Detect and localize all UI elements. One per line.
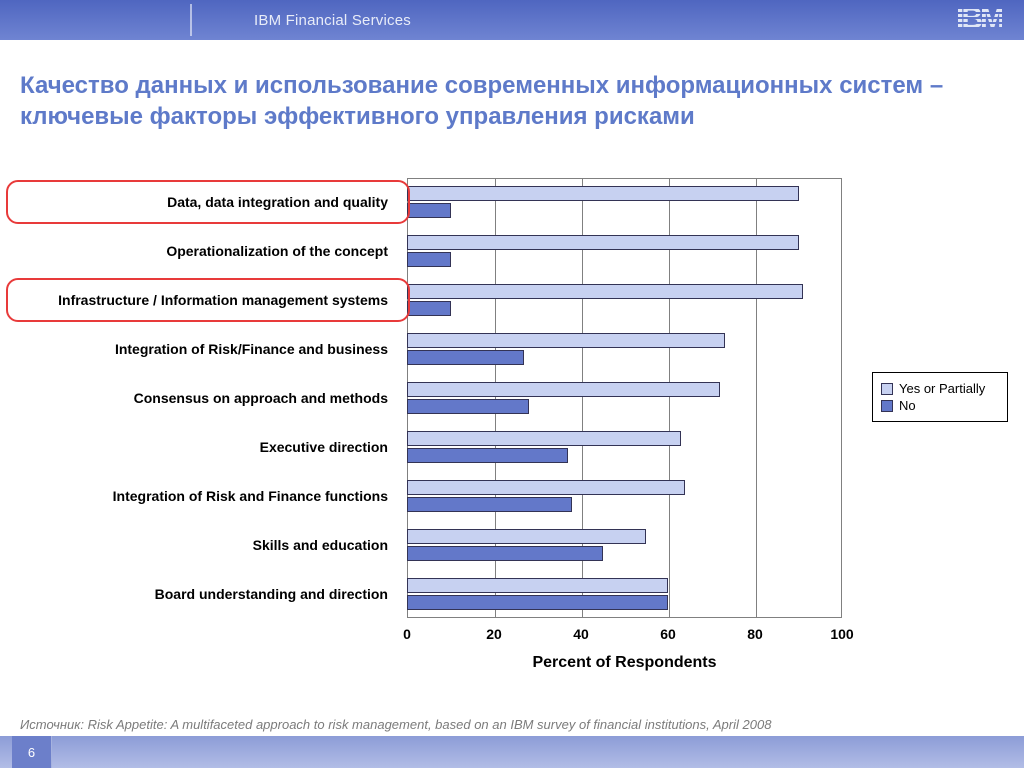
bar-no: [407, 448, 568, 463]
bar-yes: [407, 480, 685, 495]
bar-yes: [407, 431, 681, 446]
category-label: Board understanding and direction: [2, 569, 398, 618]
x-tick-label: 0: [403, 626, 411, 642]
bar-yes: [407, 284, 803, 299]
legend-swatch-yes: [881, 383, 893, 395]
bar-no: [407, 301, 451, 316]
category-row: Infrastructure / Information management …: [2, 276, 407, 325]
bar-yes: [407, 382, 720, 397]
x-tick-label: 20: [486, 626, 502, 642]
category-label: Consensus on approach and methods: [2, 374, 398, 423]
category-row: Integration of Risk/Finance and business: [2, 325, 407, 374]
category-label: Integration of Risk and Finance function…: [2, 471, 398, 520]
bar-no: [407, 350, 524, 365]
legend-item-yes: Yes or Partially: [881, 381, 999, 396]
category-row: Operationalization of the concept: [2, 227, 407, 276]
top-bar: IBM Financial Services IBM: [0, 0, 1024, 40]
x-axis-title: Percent of Respondents: [407, 654, 842, 672]
legend: Yes or Partially No: [872, 372, 1008, 422]
topbar-divider: [190, 4, 192, 36]
legend-swatch-no: [881, 400, 893, 412]
bar-yes: [407, 186, 799, 201]
category-row: Skills and education: [2, 520, 407, 569]
category-label: Operationalization of the concept: [2, 227, 398, 276]
brand-area-title: IBM Financial Services: [254, 12, 411, 29]
bar-no: [407, 595, 668, 610]
bar-no: [407, 399, 529, 414]
bar-no: [407, 497, 572, 512]
bar-yes: [407, 235, 799, 250]
legend-label-no: No: [899, 398, 916, 413]
bar-yes: [407, 529, 646, 544]
category-row: Integration of Risk and Finance function…: [2, 471, 407, 520]
legend-item-no: No: [881, 398, 999, 413]
x-tick-label: 40: [573, 626, 589, 642]
legend-label-yes: Yes or Partially: [899, 381, 985, 396]
category-row: Data, data integration and quality: [2, 178, 407, 227]
category-row: Board understanding and direction: [2, 569, 407, 618]
survey-bar-chart: Percent of Respondents Yes or Partially …: [2, 168, 1022, 688]
footer-strip: 6: [0, 736, 1024, 768]
bar-yes: [407, 333, 725, 348]
category-label: Skills and education: [2, 520, 398, 569]
x-tick-label: 100: [830, 626, 853, 642]
ibm-logo: IBM: [956, 4, 1002, 34]
bar-no: [407, 546, 603, 561]
page-number: 6: [12, 736, 52, 768]
bar-no: [407, 203, 451, 218]
x-tick-label: 80: [747, 626, 763, 642]
category-label: Data, data integration and quality: [2, 178, 398, 227]
bar-no: [407, 252, 451, 267]
category-row: Consensus on approach and methods: [2, 374, 407, 423]
page-title: Качество данных и использование современ…: [20, 70, 1004, 132]
x-tick-label: 60: [660, 626, 676, 642]
category-label: Executive direction: [2, 422, 398, 471]
category-label: Integration of Risk/Finance and business: [2, 325, 398, 374]
source-citation: Источник: Risk Appetite: A multifaceted …: [20, 717, 1004, 732]
category-label: Infrastructure / Information management …: [2, 276, 398, 325]
category-row: Executive direction: [2, 422, 407, 471]
bar-yes: [407, 578, 668, 593]
